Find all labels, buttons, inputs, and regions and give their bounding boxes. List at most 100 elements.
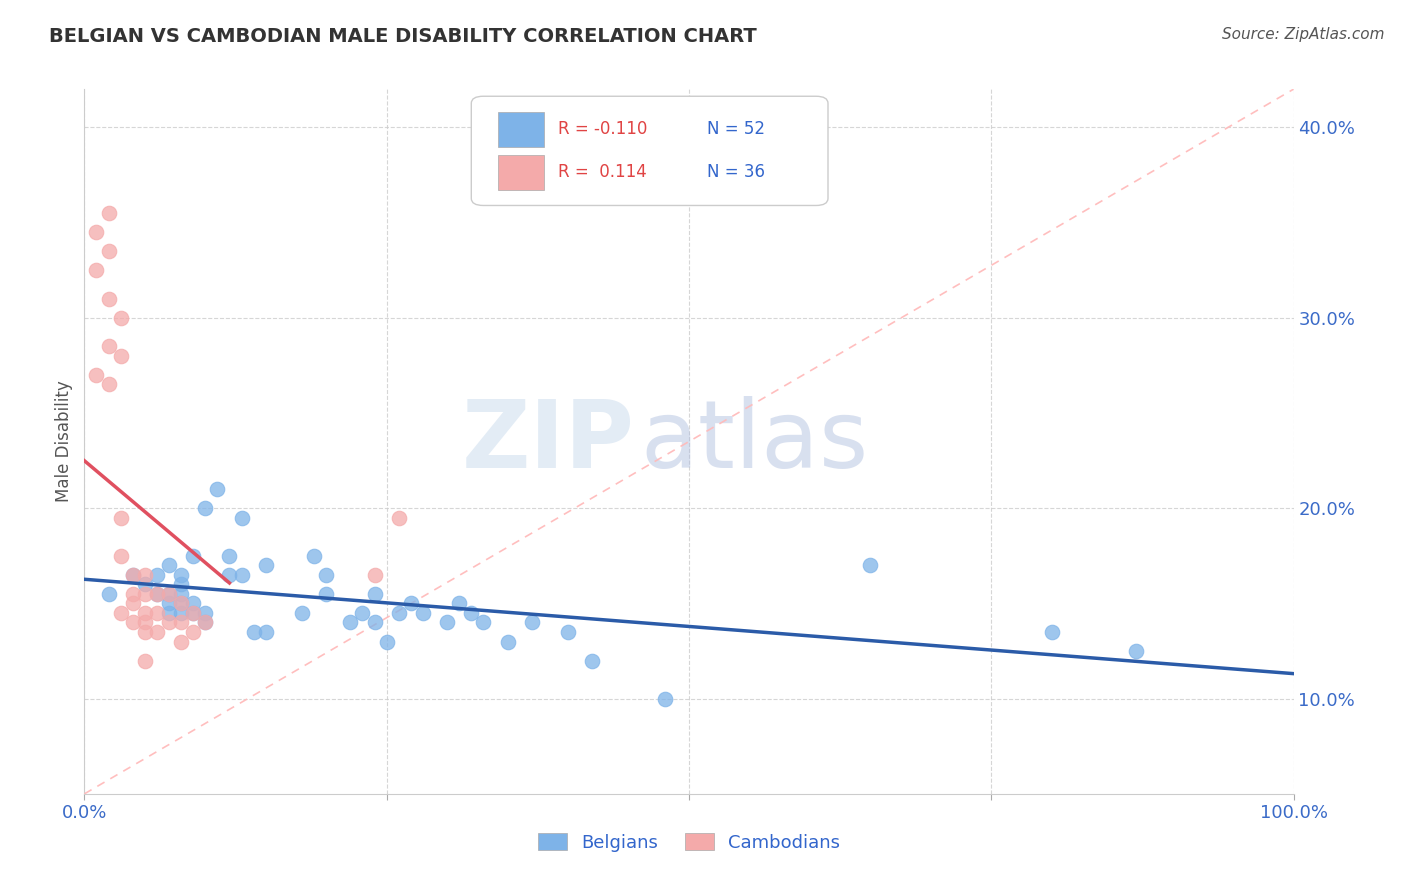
Point (472, 615, 495, 630)
Point (170, 577, 193, 591)
Point (194, 501, 217, 516)
Text: R =  0.114: R = 0.114 (558, 163, 647, 181)
Point (388, 606, 411, 620)
Point (157, 558, 180, 573)
FancyBboxPatch shape (471, 96, 828, 205)
Point (146, 587, 169, 601)
Point (146, 587, 169, 601)
Point (86, 368, 108, 382)
Text: Source: ZipAtlas.com: Source: ZipAtlas.com (1222, 27, 1385, 42)
Point (134, 587, 156, 601)
Point (134, 625, 156, 640)
Point (194, 615, 217, 630)
Point (170, 587, 193, 601)
Text: BELGIAN VS CAMBODIAN MALE DISABILITY CORRELATION CHART: BELGIAN VS CAMBODIAN MALE DISABILITY COR… (49, 27, 756, 45)
Point (315, 587, 337, 601)
Legend: Belgians, Cambodians: Belgians, Cambodians (530, 826, 848, 859)
Point (121, 596, 143, 610)
Point (97, 587, 120, 601)
Point (170, 596, 193, 610)
Point (859, 558, 882, 573)
Point (134, 577, 156, 591)
Text: N = 36: N = 36 (707, 163, 765, 181)
Text: N = 52: N = 52 (707, 120, 765, 138)
Point (121, 615, 143, 630)
Point (146, 625, 169, 640)
Point (110, 349, 132, 363)
Point (231, 510, 253, 524)
Point (254, 558, 277, 573)
Point (110, 510, 132, 524)
Point (581, 654, 603, 668)
Point (86, 225, 108, 239)
FancyBboxPatch shape (498, 154, 544, 190)
Point (134, 615, 156, 630)
Point (97, 377, 120, 392)
Point (412, 606, 434, 620)
Y-axis label: Male Disability: Male Disability (55, 381, 73, 502)
Point (121, 567, 143, 582)
Point (86, 263, 108, 277)
Point (218, 567, 240, 582)
Point (170, 567, 193, 582)
Point (194, 615, 217, 630)
Point (207, 482, 229, 496)
Point (375, 634, 398, 648)
Point (363, 615, 385, 630)
Point (181, 596, 204, 610)
Point (170, 596, 193, 610)
Point (218, 549, 240, 563)
Point (121, 587, 143, 601)
Point (146, 606, 169, 620)
Text: ZIP: ZIP (461, 395, 634, 488)
Point (654, 691, 676, 706)
Point (157, 587, 180, 601)
Point (194, 606, 217, 620)
Point (1125, 644, 1147, 658)
Point (157, 615, 180, 630)
Point (291, 606, 314, 620)
Point (134, 567, 156, 582)
Point (157, 587, 180, 601)
Point (121, 567, 143, 582)
Point (146, 567, 169, 582)
Point (315, 567, 337, 582)
Point (181, 606, 204, 620)
Point (520, 615, 543, 630)
Point (97, 292, 120, 306)
Point (97, 244, 120, 258)
Point (436, 615, 458, 630)
Point (339, 615, 361, 630)
Point (242, 625, 264, 640)
Point (134, 654, 156, 668)
Point (231, 567, 253, 582)
Text: atlas: atlas (641, 395, 869, 488)
Text: R = -0.110: R = -0.110 (558, 120, 648, 138)
Point (254, 625, 277, 640)
Point (302, 549, 325, 563)
FancyBboxPatch shape (498, 112, 544, 147)
Point (449, 596, 471, 610)
Point (134, 606, 156, 620)
Point (170, 615, 193, 630)
Point (170, 634, 193, 648)
Point (460, 606, 482, 620)
Point (110, 549, 132, 563)
Point (363, 567, 385, 582)
Point (170, 606, 193, 620)
Point (363, 587, 385, 601)
Point (181, 625, 204, 640)
Point (352, 606, 374, 620)
Point (110, 606, 132, 620)
Point (181, 549, 204, 563)
Point (1040, 625, 1063, 640)
Point (157, 596, 180, 610)
Point (388, 510, 411, 524)
Point (157, 606, 180, 620)
Point (97, 339, 120, 353)
Point (181, 606, 204, 620)
Point (110, 310, 132, 325)
Point (399, 596, 422, 610)
Point (557, 625, 579, 640)
Point (496, 634, 519, 648)
